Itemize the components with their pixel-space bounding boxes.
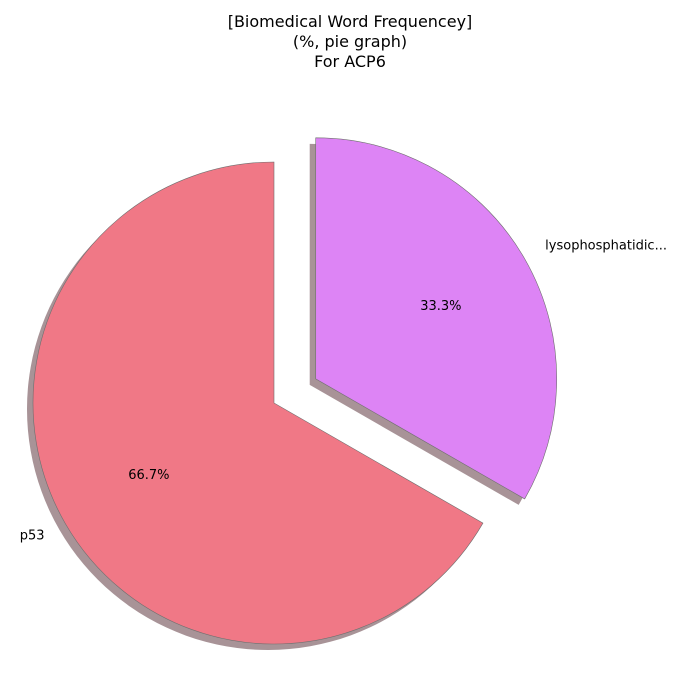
slice-layer — [32, 137, 557, 645]
slice-label-lysophosphatidic: lysophosphatidic... — [545, 239, 667, 254]
label-layer: p53 66.7% lysophosphatidic... 33.3% — [20, 239, 667, 544]
pie-slice-lysophosphatidic — [315, 137, 557, 500]
chart-title: [Biomedical Word Frequencey] (%, pie gra… — [0, 12, 700, 72]
chart-title-line-2: (%, pie graph) — [292, 32, 408, 51]
slice-label-p53: p53 — [20, 528, 45, 543]
chart-title-line-1: [Biomedical Word Frequencey] — [227, 12, 473, 31]
pie-slice-p53 — [32, 161, 484, 645]
slice-percent-lysophosphatidic: 33.3% — [420, 299, 461, 314]
chart-title-line-3: For ACP6 — [314, 52, 386, 71]
slice-percent-p53: 66.7% — [128, 468, 169, 483]
